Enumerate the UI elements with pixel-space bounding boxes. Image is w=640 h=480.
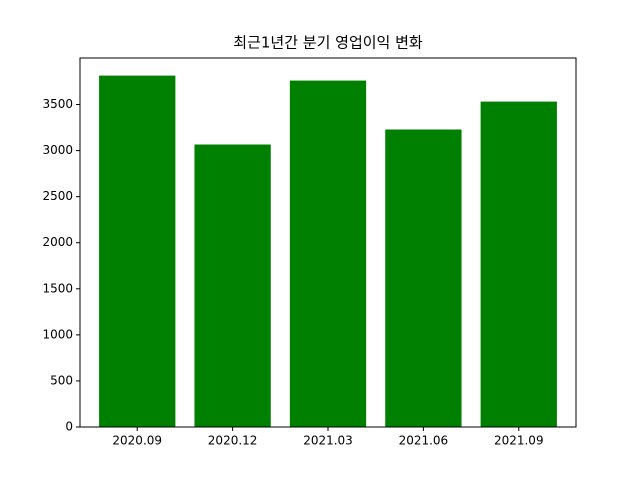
bar — [194, 144, 271, 428]
bar — [480, 101, 557, 427]
y-tick-label: 1000 — [42, 327, 73, 341]
y-tick-label: 0 — [65, 420, 73, 434]
y-tick-label: 3500 — [42, 97, 73, 111]
x-tick-label: 2021.09 — [494, 434, 544, 448]
y-tick-label: 500 — [50, 373, 73, 387]
y-tick-label: 2000 — [42, 235, 73, 249]
x-tick-label: 2021.06 — [399, 434, 449, 448]
x-tick-label: 2020.12 — [208, 434, 258, 448]
bar — [289, 80, 367, 428]
y-tick-label: 2500 — [42, 189, 73, 203]
bar — [99, 75, 176, 428]
chart-title: 최근1년간 분기 영업이익 변화 — [233, 34, 423, 52]
plot-frame — [79, 57, 577, 428]
bar — [385, 129, 462, 427]
y-tick-label: 3000 — [42, 143, 73, 157]
x-tick-label: 2020.09 — [112, 434, 162, 448]
x-tick-label: 2021.03 — [303, 434, 353, 448]
y-tick-label: 1500 — [42, 281, 73, 295]
